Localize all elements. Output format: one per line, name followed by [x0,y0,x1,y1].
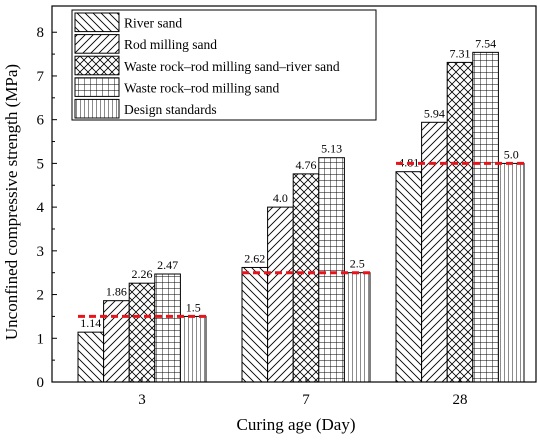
y-tick-label: 3 [37,244,45,260]
data-label: 4.0 [273,191,288,205]
legend-swatch [74,12,120,33]
legend-label: Rod milling sand [124,37,217,52]
bar [292,173,320,383]
bar [318,157,345,383]
data-label: 2.26 [132,267,153,281]
y-axis-title: Unconfined compressive strength (MPa) [2,64,21,340]
axes: 0 1 2 3 4 5 6 7 8 3 7 28 [37,5,537,408]
x-tick-label: 28 [453,392,468,408]
y-tick-label: 2 [37,288,45,304]
plot-frame [51,5,537,383]
data-label: 5.13 [321,142,342,156]
bar [446,61,474,383]
y-tick-label: 4 [37,200,45,216]
legend-box [71,9,377,121]
plot-area: 1.142.624.811.864.05.942.264.767.312.475… [77,36,525,383]
data-label: 2.47 [157,258,178,272]
legend-label: Waste rock–rod milling sand [124,80,280,95]
data-label: 4.76 [296,158,317,172]
data-label: 7.31 [450,46,471,60]
bar [497,162,525,383]
x-axis-title: Curing age (Day) [237,415,356,434]
data-label: 2.5 [350,257,365,271]
legend-swatch [74,98,120,119]
y-tick-label: 5 [37,156,45,172]
bar [267,206,294,383]
bar [154,273,181,383]
bar [128,282,156,383]
data-label: 1.86 [106,285,127,299]
legend-label: Design standards [124,102,217,117]
bar [343,272,371,383]
y-tick-label: 0 [37,375,45,391]
data-label: 5.0 [504,147,519,161]
bar [179,315,207,383]
x-tick-label: 3 [138,392,146,408]
legend: River sand Rod milling sand Waste rock–rod… [71,9,377,121]
data-label: 1.5 [186,300,201,314]
y-tick-label: 1 [37,331,45,347]
legend-swatch [74,55,120,76]
y-tick-label: 6 [37,113,45,129]
bar [77,331,105,383]
data-label: 7.54 [475,36,496,50]
data-label: 2.62 [244,251,265,265]
bar [395,171,423,383]
y-tick-label: 8 [37,25,45,41]
legend-label: Waste rock–rod milling sand–river sand [124,59,340,74]
data-label: 5.94 [424,106,445,120]
legend-swatch [74,34,120,54]
bar [472,51,499,383]
data-label: 1.14 [80,316,101,330]
y-tick-label: 7 [37,69,45,85]
legend-swatch [74,77,120,97]
x-tick-label: 7 [302,392,310,408]
bar [421,121,448,383]
legend-label: River sand [124,16,182,31]
bar [241,266,269,383]
bar [103,300,130,383]
